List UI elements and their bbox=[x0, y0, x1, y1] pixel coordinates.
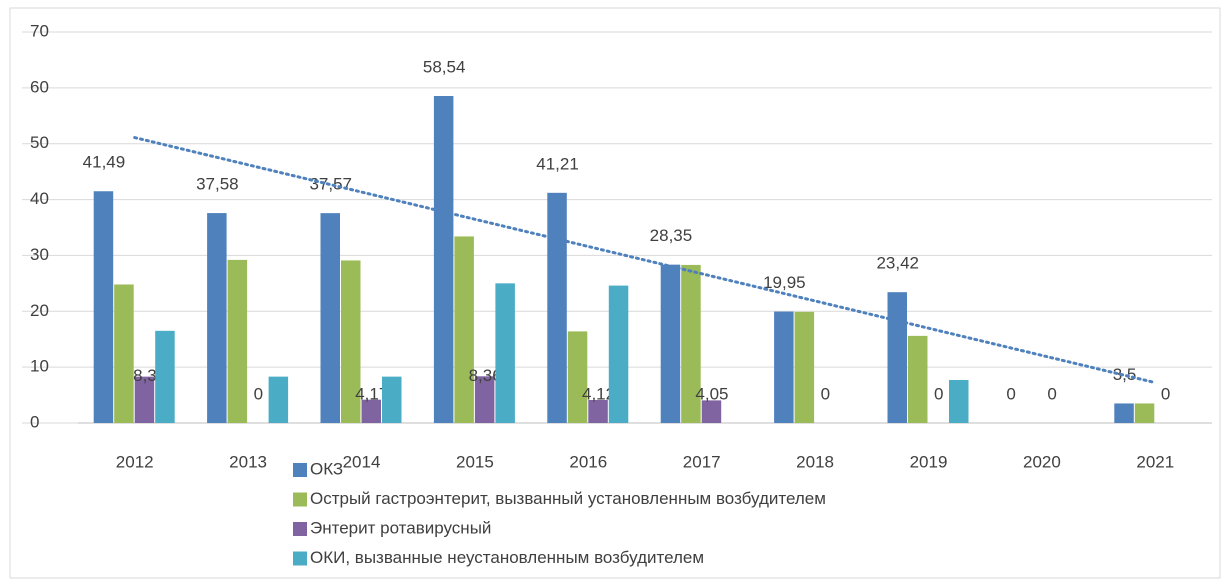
data-label: 19,95 bbox=[763, 273, 806, 292]
data-label: 37,57 bbox=[309, 175, 352, 194]
legend-swatch bbox=[293, 551, 307, 566]
bar bbox=[588, 399, 608, 423]
bar bbox=[114, 284, 134, 423]
bar bbox=[660, 264, 681, 423]
legend-label: Острый гастроэнтерит, вызванный установл… bbox=[310, 489, 826, 508]
bar bbox=[382, 376, 402, 423]
data-label: 4,05 bbox=[695, 384, 728, 403]
y-tick-label: 10 bbox=[30, 357, 49, 376]
bar bbox=[93, 191, 114, 423]
bar bbox=[433, 96, 454, 424]
bar bbox=[474, 376, 495, 423]
bar bbox=[567, 331, 588, 423]
bar bbox=[701, 400, 722, 423]
y-tick-label: 30 bbox=[30, 245, 49, 264]
bar bbox=[547, 192, 567, 423]
data-label: 37,58 bbox=[196, 175, 239, 194]
bar bbox=[320, 213, 340, 423]
data-label: 28,35 bbox=[650, 226, 693, 245]
legend-swatch bbox=[293, 463, 307, 477]
data-label: 58,54 bbox=[423, 57, 466, 76]
data-label: 0 bbox=[1161, 384, 1170, 403]
bar bbox=[134, 376, 155, 423]
x-tick-label: 2021 bbox=[1136, 452, 1174, 471]
data-label: 41,49 bbox=[83, 153, 126, 172]
bar bbox=[1134, 403, 1155, 423]
legend-swatch bbox=[293, 522, 307, 536]
data-label: 0 bbox=[254, 384, 263, 403]
bar bbox=[908, 335, 928, 423]
legend-label: ОКИ, вызванные неустановленным возбудите… bbox=[310, 548, 704, 567]
bar bbox=[155, 330, 175, 423]
bar bbox=[361, 399, 381, 423]
bar bbox=[454, 236, 474, 423]
y-tick-label: 70 bbox=[30, 21, 49, 40]
bar bbox=[207, 213, 227, 423]
trendline bbox=[133, 136, 1157, 385]
bar bbox=[774, 311, 794, 423]
data-label: 4,17 bbox=[355, 384, 388, 403]
legend-swatch bbox=[293, 492, 307, 507]
data-label: 0 bbox=[1006, 384, 1015, 403]
x-tick-label: 2020 bbox=[1023, 452, 1061, 471]
x-tick-label: 2014 bbox=[343, 452, 381, 471]
data-label: 23,42 bbox=[876, 254, 919, 273]
x-tick-label: 2016 bbox=[569, 452, 607, 471]
x-tick-label: 2015 bbox=[456, 452, 494, 471]
bar bbox=[268, 376, 289, 423]
data-label: 0 bbox=[821, 384, 830, 403]
data-label: 4,12 bbox=[582, 384, 615, 403]
bar bbox=[794, 311, 815, 423]
x-tick-label: 2018 bbox=[796, 452, 834, 471]
y-tick-label: 20 bbox=[30, 301, 49, 320]
bar bbox=[949, 379, 969, 423]
bar bbox=[341, 260, 361, 423]
data-label: 0 bbox=[934, 384, 943, 403]
x-tick-label: 2017 bbox=[683, 452, 721, 471]
y-tick-label: 60 bbox=[30, 77, 49, 96]
bar bbox=[887, 292, 907, 423]
y-tick-label: 50 bbox=[30, 133, 49, 152]
data-label: 8,3 bbox=[133, 366, 157, 385]
legend-label: ОКЗ bbox=[310, 459, 343, 478]
x-tick-label: 2012 bbox=[116, 452, 154, 471]
bar bbox=[227, 259, 248, 423]
y-tick-label: 40 bbox=[30, 189, 49, 208]
x-tick-label: 2019 bbox=[910, 452, 948, 471]
data-label: 0 bbox=[1047, 384, 1056, 403]
bar bbox=[495, 283, 515, 423]
data-label: 41,21 bbox=[536, 154, 579, 173]
x-tick-label: 2013 bbox=[229, 452, 267, 471]
legend-label: Энтерит ротавирусный bbox=[310, 518, 491, 537]
bar bbox=[608, 285, 629, 423]
data-label: 8,36 bbox=[469, 366, 502, 385]
bar bbox=[681, 264, 701, 423]
bar bbox=[1114, 403, 1134, 423]
data-label: 3,5 bbox=[1113, 365, 1137, 384]
y-tick-label: 0 bbox=[30, 412, 39, 431]
